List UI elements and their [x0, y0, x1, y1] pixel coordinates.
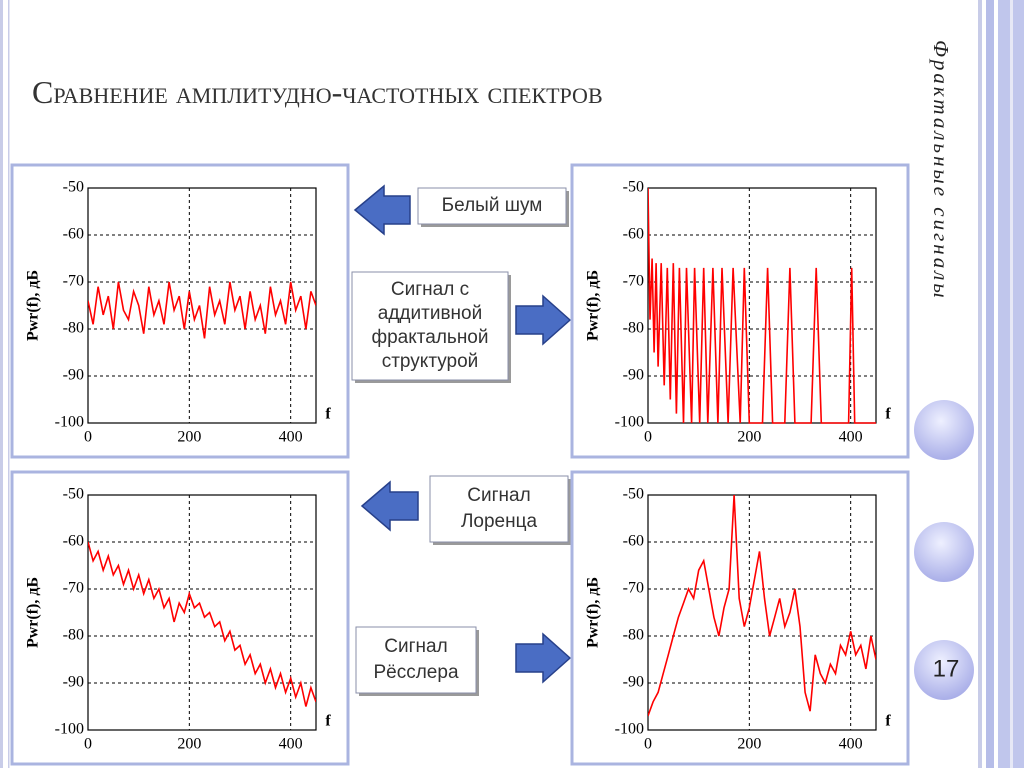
- label-text: Сигнал: [467, 485, 530, 506]
- data-line: [648, 187, 876, 424]
- y-tick-label: -100: [55, 721, 84, 738]
- y-tick-label: -60: [623, 226, 644, 243]
- y-tick-label: -90: [623, 367, 644, 384]
- label-box: [351, 271, 509, 381]
- plot-frame: [647, 494, 877, 731]
- y-tick-label: -70: [63, 580, 84, 597]
- y-axis-label: Pwr(f), дБ: [585, 577, 602, 648]
- slide-title: Сравнение амплитудно-частотных спектров: [32, 74, 603, 110]
- x-axis-label: f: [885, 406, 891, 423]
- y-tick-label: -70: [63, 273, 84, 290]
- x-axis-label: f: [325, 406, 331, 423]
- x-tick-label: 200: [177, 736, 201, 753]
- y-tick-label: -70: [623, 580, 644, 597]
- label-text: структурой: [382, 351, 479, 372]
- plot-frame: [87, 494, 317, 731]
- page-number: 17: [933, 655, 960, 682]
- label-box: [417, 187, 567, 225]
- x-tick-label: 200: [737, 429, 761, 446]
- x-tick-label: 0: [644, 429, 652, 446]
- y-tick-label: -90: [63, 674, 84, 691]
- label-text: Лоренца: [461, 511, 538, 532]
- y-tick-label: -60: [623, 533, 644, 550]
- x-axis-label: f: [885, 713, 891, 730]
- label-box: [355, 626, 477, 694]
- y-tick-label: -80: [623, 320, 644, 337]
- panel-frame: [10, 163, 350, 459]
- data-line: [648, 494, 876, 717]
- panel-frame: [570, 470, 910, 766]
- y-tick-label: -80: [63, 320, 84, 337]
- y-tick-label: -50: [63, 486, 84, 503]
- x-tick-label: 0: [84, 736, 92, 753]
- label-text: Сигнал: [384, 636, 447, 657]
- y-tick-label: -90: [63, 367, 84, 384]
- y-tick-label: -100: [615, 414, 644, 431]
- label-text: аддитивной: [378, 303, 482, 324]
- y-tick-label: -80: [63, 627, 84, 644]
- y-tick-label: -80: [623, 627, 644, 644]
- y-tick-label: -60: [63, 226, 84, 243]
- y-tick-label: -100: [55, 414, 84, 431]
- panel-frame: [10, 470, 350, 766]
- y-tick-label: -50: [623, 486, 644, 503]
- x-tick-label: 400: [839, 429, 863, 446]
- label-box: [429, 475, 569, 543]
- y-tick-label: -50: [63, 179, 84, 196]
- y-tick-label: -70: [623, 273, 644, 290]
- y-axis-label: Pwr(f), дБ: [25, 577, 42, 648]
- x-tick-label: 200: [177, 429, 201, 446]
- label-text: Белый шум: [442, 195, 543, 216]
- y-tick-label: -100: [615, 721, 644, 738]
- y-axis-label: Pwr(f), дБ: [585, 270, 602, 341]
- side-title: Фрактальные сигналы: [929, 40, 953, 301]
- label-text: Рёсслера: [373, 662, 458, 683]
- x-tick-label: 0: [644, 736, 652, 753]
- data-line: [88, 281, 316, 339]
- label-text: фрактальной: [371, 327, 488, 348]
- x-tick-label: 200: [737, 736, 761, 753]
- x-tick-label: 0: [84, 429, 92, 446]
- x-tick-label: 400: [279, 429, 303, 446]
- data-line: [88, 541, 316, 707]
- y-axis-label: Pwr(f), дБ: [25, 270, 42, 341]
- x-axis-label: f: [325, 713, 331, 730]
- label-text: Сигнал с: [391, 279, 469, 300]
- x-tick-label: 400: [839, 736, 863, 753]
- y-tick-label: -60: [63, 533, 84, 550]
- x-tick-label: 400: [279, 736, 303, 753]
- arrows: [353, 184, 572, 684]
- y-tick-label: -90: [623, 674, 644, 691]
- y-tick-label: -50: [623, 179, 644, 196]
